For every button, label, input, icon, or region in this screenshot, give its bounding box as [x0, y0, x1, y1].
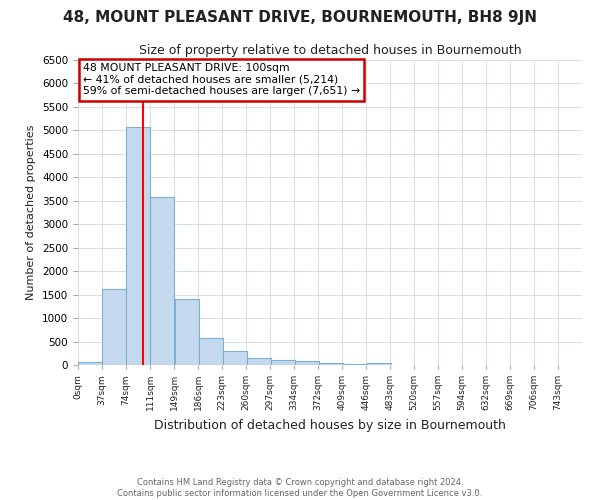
Bar [295, 361, 319, 365]
Bar [247, 358, 271, 365]
Bar [271, 360, 295, 365]
Bar [319, 363, 343, 365]
Y-axis label: Number of detached properties: Number of detached properties [26, 125, 37, 300]
Bar [343, 364, 367, 365]
Bar [126, 127, 150, 365]
Text: Contains HM Land Registry data © Crown copyright and database right 2024.
Contai: Contains HM Land Registry data © Crown c… [118, 478, 482, 498]
Title: Size of property relative to detached houses in Bournemouth: Size of property relative to detached ho… [139, 44, 521, 58]
Text: 48, MOUNT PLEASANT DRIVE, BOURNEMOUTH, BH8 9JN: 48, MOUNT PLEASANT DRIVE, BOURNEMOUTH, B… [63, 10, 537, 25]
Bar [199, 338, 223, 365]
Bar [150, 197, 174, 365]
Bar [223, 351, 247, 365]
Bar [175, 300, 199, 365]
Bar [367, 362, 391, 365]
Bar [78, 362, 102, 365]
Bar [102, 289, 126, 365]
X-axis label: Distribution of detached houses by size in Bournemouth: Distribution of detached houses by size … [154, 418, 506, 432]
Text: 48 MOUNT PLEASANT DRIVE: 100sqm
← 41% of detached houses are smaller (5,214)
59%: 48 MOUNT PLEASANT DRIVE: 100sqm ← 41% of… [83, 63, 360, 96]
